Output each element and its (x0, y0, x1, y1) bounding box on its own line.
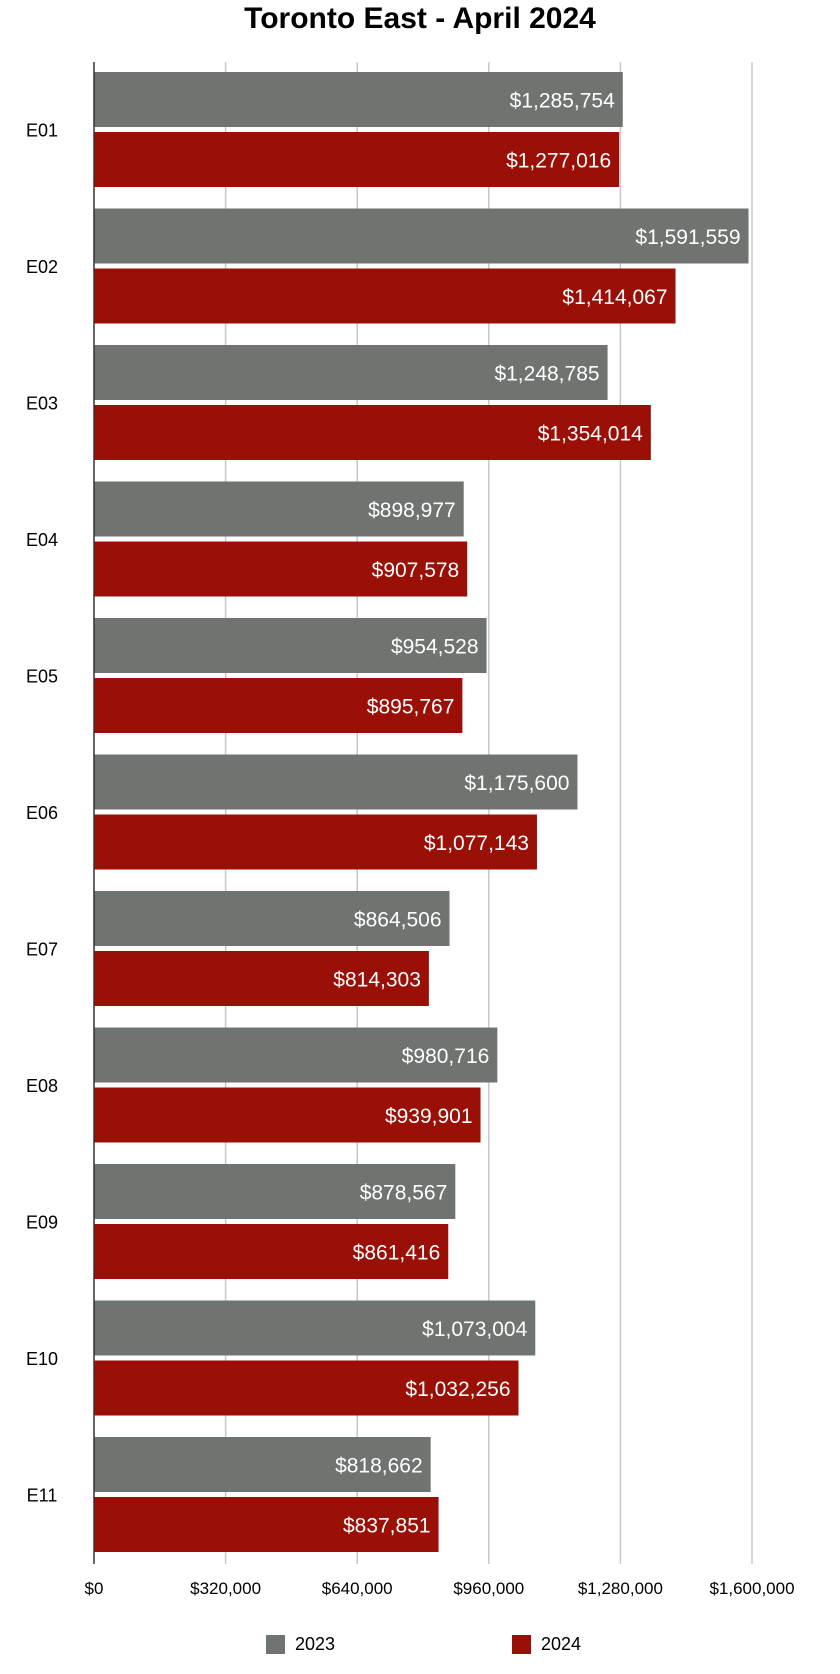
bar-2024-E11 (94, 1497, 439, 1552)
x-tick-label: $640,000 (322, 1579, 393, 1598)
legend-swatch-2024 (512, 1635, 531, 1654)
legend-swatch-2023 (266, 1635, 285, 1654)
x-tick-label: $1,280,000 (578, 1579, 663, 1598)
x-tick-label: $1,600,000 (709, 1579, 794, 1598)
bar-2024-E07 (94, 951, 429, 1006)
x-tick-label: $320,000 (190, 1579, 261, 1598)
bar-2023-E08 (94, 1027, 498, 1083)
data-label: $814,303 (333, 969, 421, 992)
category-label: E02 (26, 257, 58, 277)
category-label: E03 (26, 394, 58, 414)
bar-2024-E01 (94, 132, 620, 187)
bar-2024-E04 (94, 541, 468, 597)
bar-2024-E06 (94, 814, 537, 870)
legend: 2023 2024 (0, 1634, 840, 1662)
bar-2023-E04 (94, 481, 464, 537)
category-label: E09 (26, 1213, 58, 1233)
bar-2023-E01 (94, 72, 623, 127)
data-label: $1,248,785 (494, 363, 599, 386)
data-label: $907,578 (372, 559, 460, 582)
data-label: $898,977 (368, 499, 456, 522)
category-label: E07 (26, 940, 58, 960)
x-tick-label: $0 (85, 1579, 104, 1598)
bar-2023-E03 (94, 345, 608, 400)
data-label: $861,416 (353, 1242, 441, 1265)
data-label: $1,285,754 (510, 90, 615, 113)
data-label: $1,414,067 (562, 286, 667, 309)
data-label: $1,032,256 (405, 1378, 510, 1401)
data-label: $864,506 (354, 909, 442, 932)
category-label: E11 (27, 1486, 58, 1506)
data-label: $980,716 (402, 1045, 490, 1068)
data-label: $837,851 (343, 1515, 431, 1538)
bar-2024-E05 (94, 678, 463, 733)
category-label: E10 (26, 1349, 58, 1369)
category-label: E01 (26, 121, 58, 141)
bar-2024-E03 (94, 405, 651, 460)
chart-title: Toronto East - April 2024 (244, 2, 596, 35)
bar-2023-E09 (94, 1164, 456, 1219)
legend-item-2023: 2023 (266, 1634, 335, 1655)
data-label: $878,567 (360, 1182, 448, 1205)
category-label: E04 (26, 530, 58, 550)
data-label: $1,077,143 (424, 832, 529, 855)
bar-2024-E09 (94, 1224, 449, 1279)
data-label: $818,662 (335, 1455, 423, 1478)
data-label: $1,591,559 (635, 226, 740, 249)
legend-label-2024: 2024 (541, 1634, 582, 1654)
x-tick-label: $960,000 (453, 1579, 524, 1598)
bar-2024-E08 (94, 1087, 481, 1143)
bar-chart: $1,285,754 $1,277,016 E01 $1,591,559 $1,414,… (26, 62, 795, 1598)
data-label: $1,277,016 (506, 150, 611, 173)
legend-item-2024: 2024 (512, 1634, 581, 1655)
category-label: E05 (26, 667, 58, 687)
bar-2023-E11 (94, 1437, 431, 1492)
data-label: $954,528 (391, 636, 479, 659)
bar-2024-E10 (94, 1360, 519, 1416)
data-label: $895,767 (367, 696, 455, 719)
bar-2023-E07 (94, 891, 450, 946)
bar-2023-E06 (94, 754, 578, 810)
bar-2024-E02 (94, 268, 676, 324)
bar-2023-E02 (94, 208, 749, 264)
data-label: $1,073,004 (422, 1318, 527, 1341)
data-label: $939,901 (385, 1105, 473, 1128)
category-label: E08 (26, 1076, 58, 1096)
bar-2023-E10 (94, 1300, 536, 1356)
data-label: $1,354,014 (538, 423, 643, 446)
data-label: $1,175,600 (464, 772, 569, 795)
legend-label-2023: 2023 (295, 1634, 336, 1654)
category-label: E06 (26, 803, 58, 823)
bar-2023-E05 (94, 618, 487, 673)
